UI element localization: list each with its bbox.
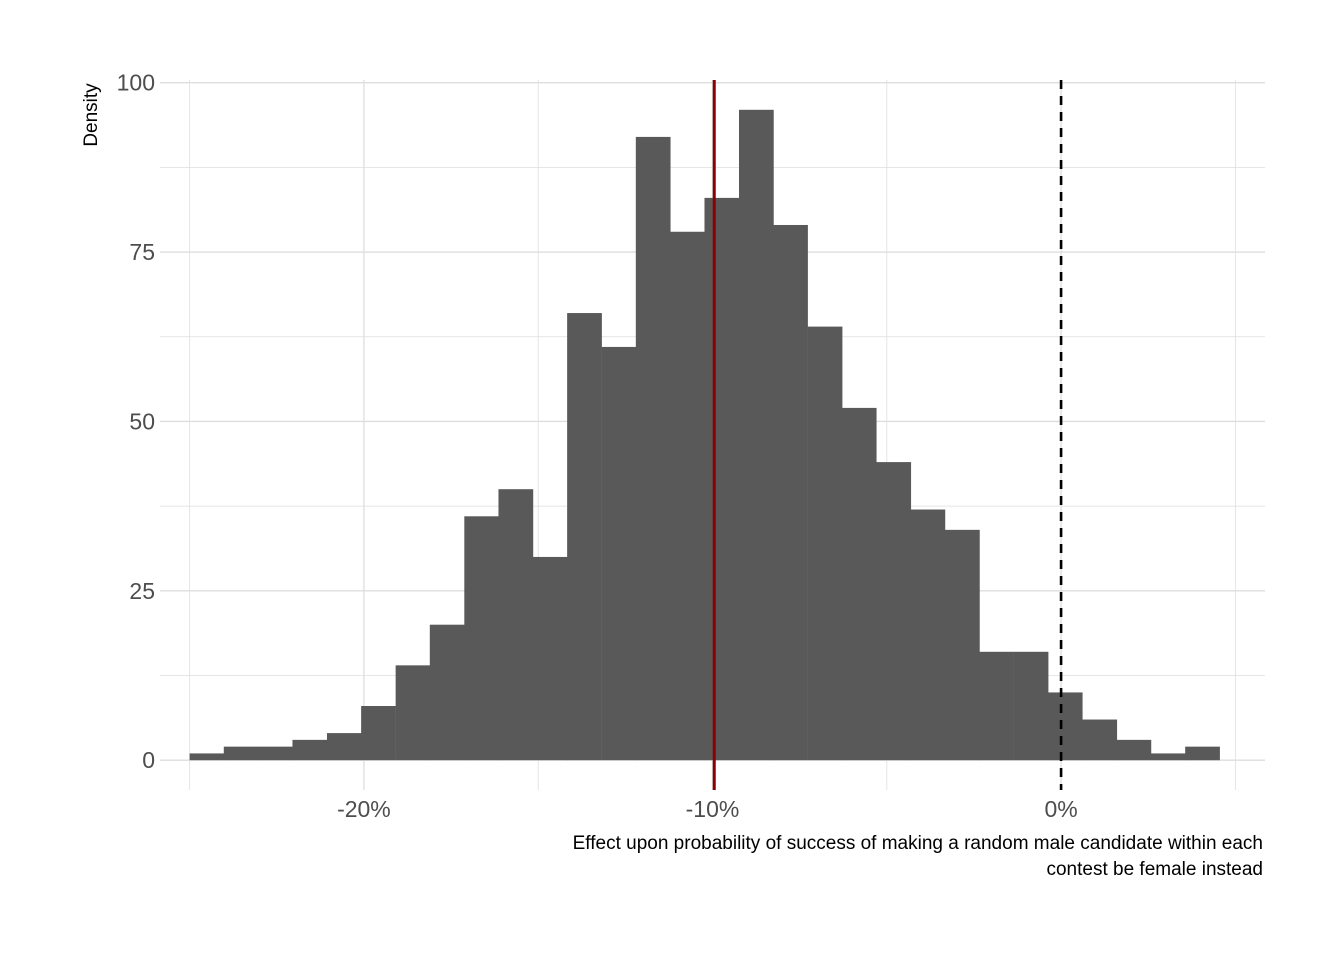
histogram-bar	[189, 753, 225, 761]
y-tick-label: 75	[129, 239, 155, 265]
histogram-bar	[910, 509, 946, 761]
x-tick-label: -10%	[686, 796, 740, 822]
histogram-bar	[670, 231, 706, 761]
y-tick-label: 0	[142, 747, 155, 773]
histogram-bar	[326, 733, 362, 761]
y-tick-label: 50	[129, 408, 155, 434]
histogram-bar	[1082, 719, 1118, 761]
x-axis-tick-labels: -20% -10% 0%	[337, 796, 1078, 822]
x-axis-title-line-1: Effect upon probability of success of ma…	[573, 833, 1263, 854]
histogram-bar	[1116, 739, 1152, 761]
histogram-bar	[361, 705, 396, 761]
histogram-bar	[498, 489, 534, 761]
histogram-bar	[1185, 746, 1220, 761]
histogram-bar	[807, 326, 843, 761]
histogram-bar	[773, 224, 808, 761]
histogram-bar	[395, 665, 431, 761]
histogram-bar	[223, 746, 259, 761]
histogram-bar	[429, 624, 465, 761]
histogram-bar	[945, 529, 980, 761]
y-axis-title: Density	[81, 83, 102, 147]
histogram-bar	[1013, 651, 1049, 761]
reference-lines	[712, 80, 1063, 790]
histogram-bar	[601, 346, 637, 761]
histogram-bar	[532, 556, 568, 761]
histogram-bar	[1047, 692, 1083, 761]
histogram-bar	[635, 136, 671, 761]
histogram-bar	[704, 197, 740, 761]
histogram-bar	[979, 651, 1014, 761]
x-tick-label: 0%	[1044, 796, 1077, 822]
histogram-bar	[258, 746, 294, 761]
histogram-bar	[876, 462, 912, 761]
x-tick-label: -20%	[337, 796, 391, 822]
histogram-bar	[841, 407, 877, 761]
histogram-bar	[567, 313, 602, 761]
y-tick-label: 25	[129, 578, 155, 604]
y-tick-label: 100	[117, 70, 155, 96]
histogram-bar	[738, 109, 774, 761]
histogram-bar	[292, 739, 328, 761]
histogram-bars	[189, 109, 1220, 761]
histogram-bar	[464, 516, 500, 761]
x-axis-title-line-2: contest be female instead	[1046, 859, 1263, 880]
y-axis-tick-labels: 0 25 50 75 100	[117, 70, 155, 773]
histogram-bar	[1151, 753, 1186, 761]
